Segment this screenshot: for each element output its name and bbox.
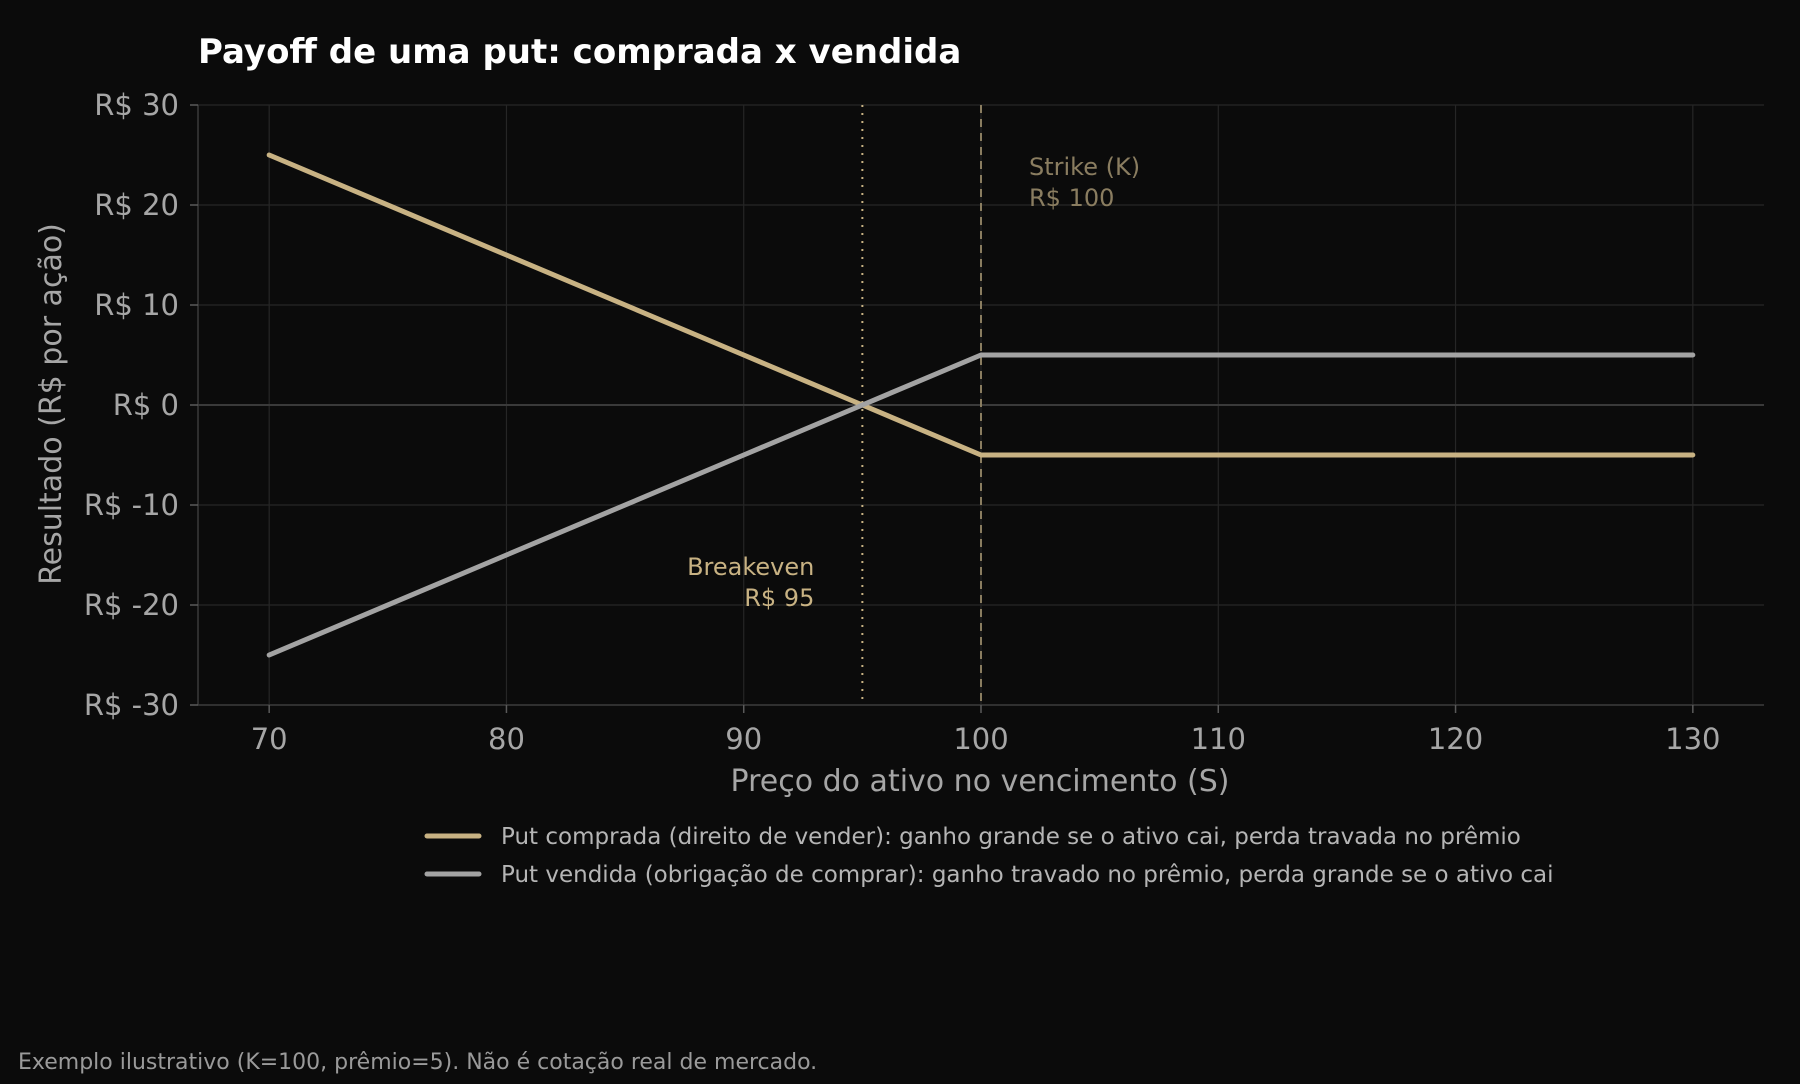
legend-label-1: Put vendida (obrigação de comprar): ganh… <box>501 862 1554 888</box>
y-tick-label-2: R$ 10 <box>94 288 179 322</box>
x-tick-label-4: 110 <box>1191 722 1246 756</box>
y-tick-label-4: R$ -10 <box>84 488 179 522</box>
y-tick-label-5: R$ -20 <box>84 588 179 622</box>
footnote: Exemplo ilustrativo (K=100, prêmio=5). N… <box>18 1050 817 1075</box>
y-tick-label-0: R$ 30 <box>94 88 179 122</box>
annotation-label-1-1: R$ 95 <box>744 584 814 612</box>
annotation-label-0-0: Strike (K) <box>1029 153 1140 181</box>
annotation-label-1-0: Breakeven <box>687 553 814 581</box>
y-tick-label-3: R$ 0 <box>113 388 179 422</box>
x-tick-label-6: 130 <box>1665 722 1720 756</box>
chart-title: Payoff de uma put: comprada x vendida <box>198 32 961 72</box>
y-tick-label-1: R$ 20 <box>94 188 179 222</box>
x-tick-label-3: 100 <box>953 722 1008 756</box>
x-axis-label: Preço do ativo no vencimento (S) <box>731 764 1230 799</box>
x-tick-label-0: 70 <box>251 722 288 756</box>
y-tick-label-6: R$ -30 <box>84 688 179 722</box>
x-tick-label-1: 80 <box>488 722 525 756</box>
annotation-label-0-1: R$ 100 <box>1029 184 1114 212</box>
x-tick-label-5: 120 <box>1428 722 1483 756</box>
legend-label-0: Put comprada (direito de vender): ganho … <box>501 824 1521 850</box>
x-tick-label-2: 90 <box>725 722 762 756</box>
y-axis-label: Resultado (R$ por ação) <box>34 223 69 585</box>
